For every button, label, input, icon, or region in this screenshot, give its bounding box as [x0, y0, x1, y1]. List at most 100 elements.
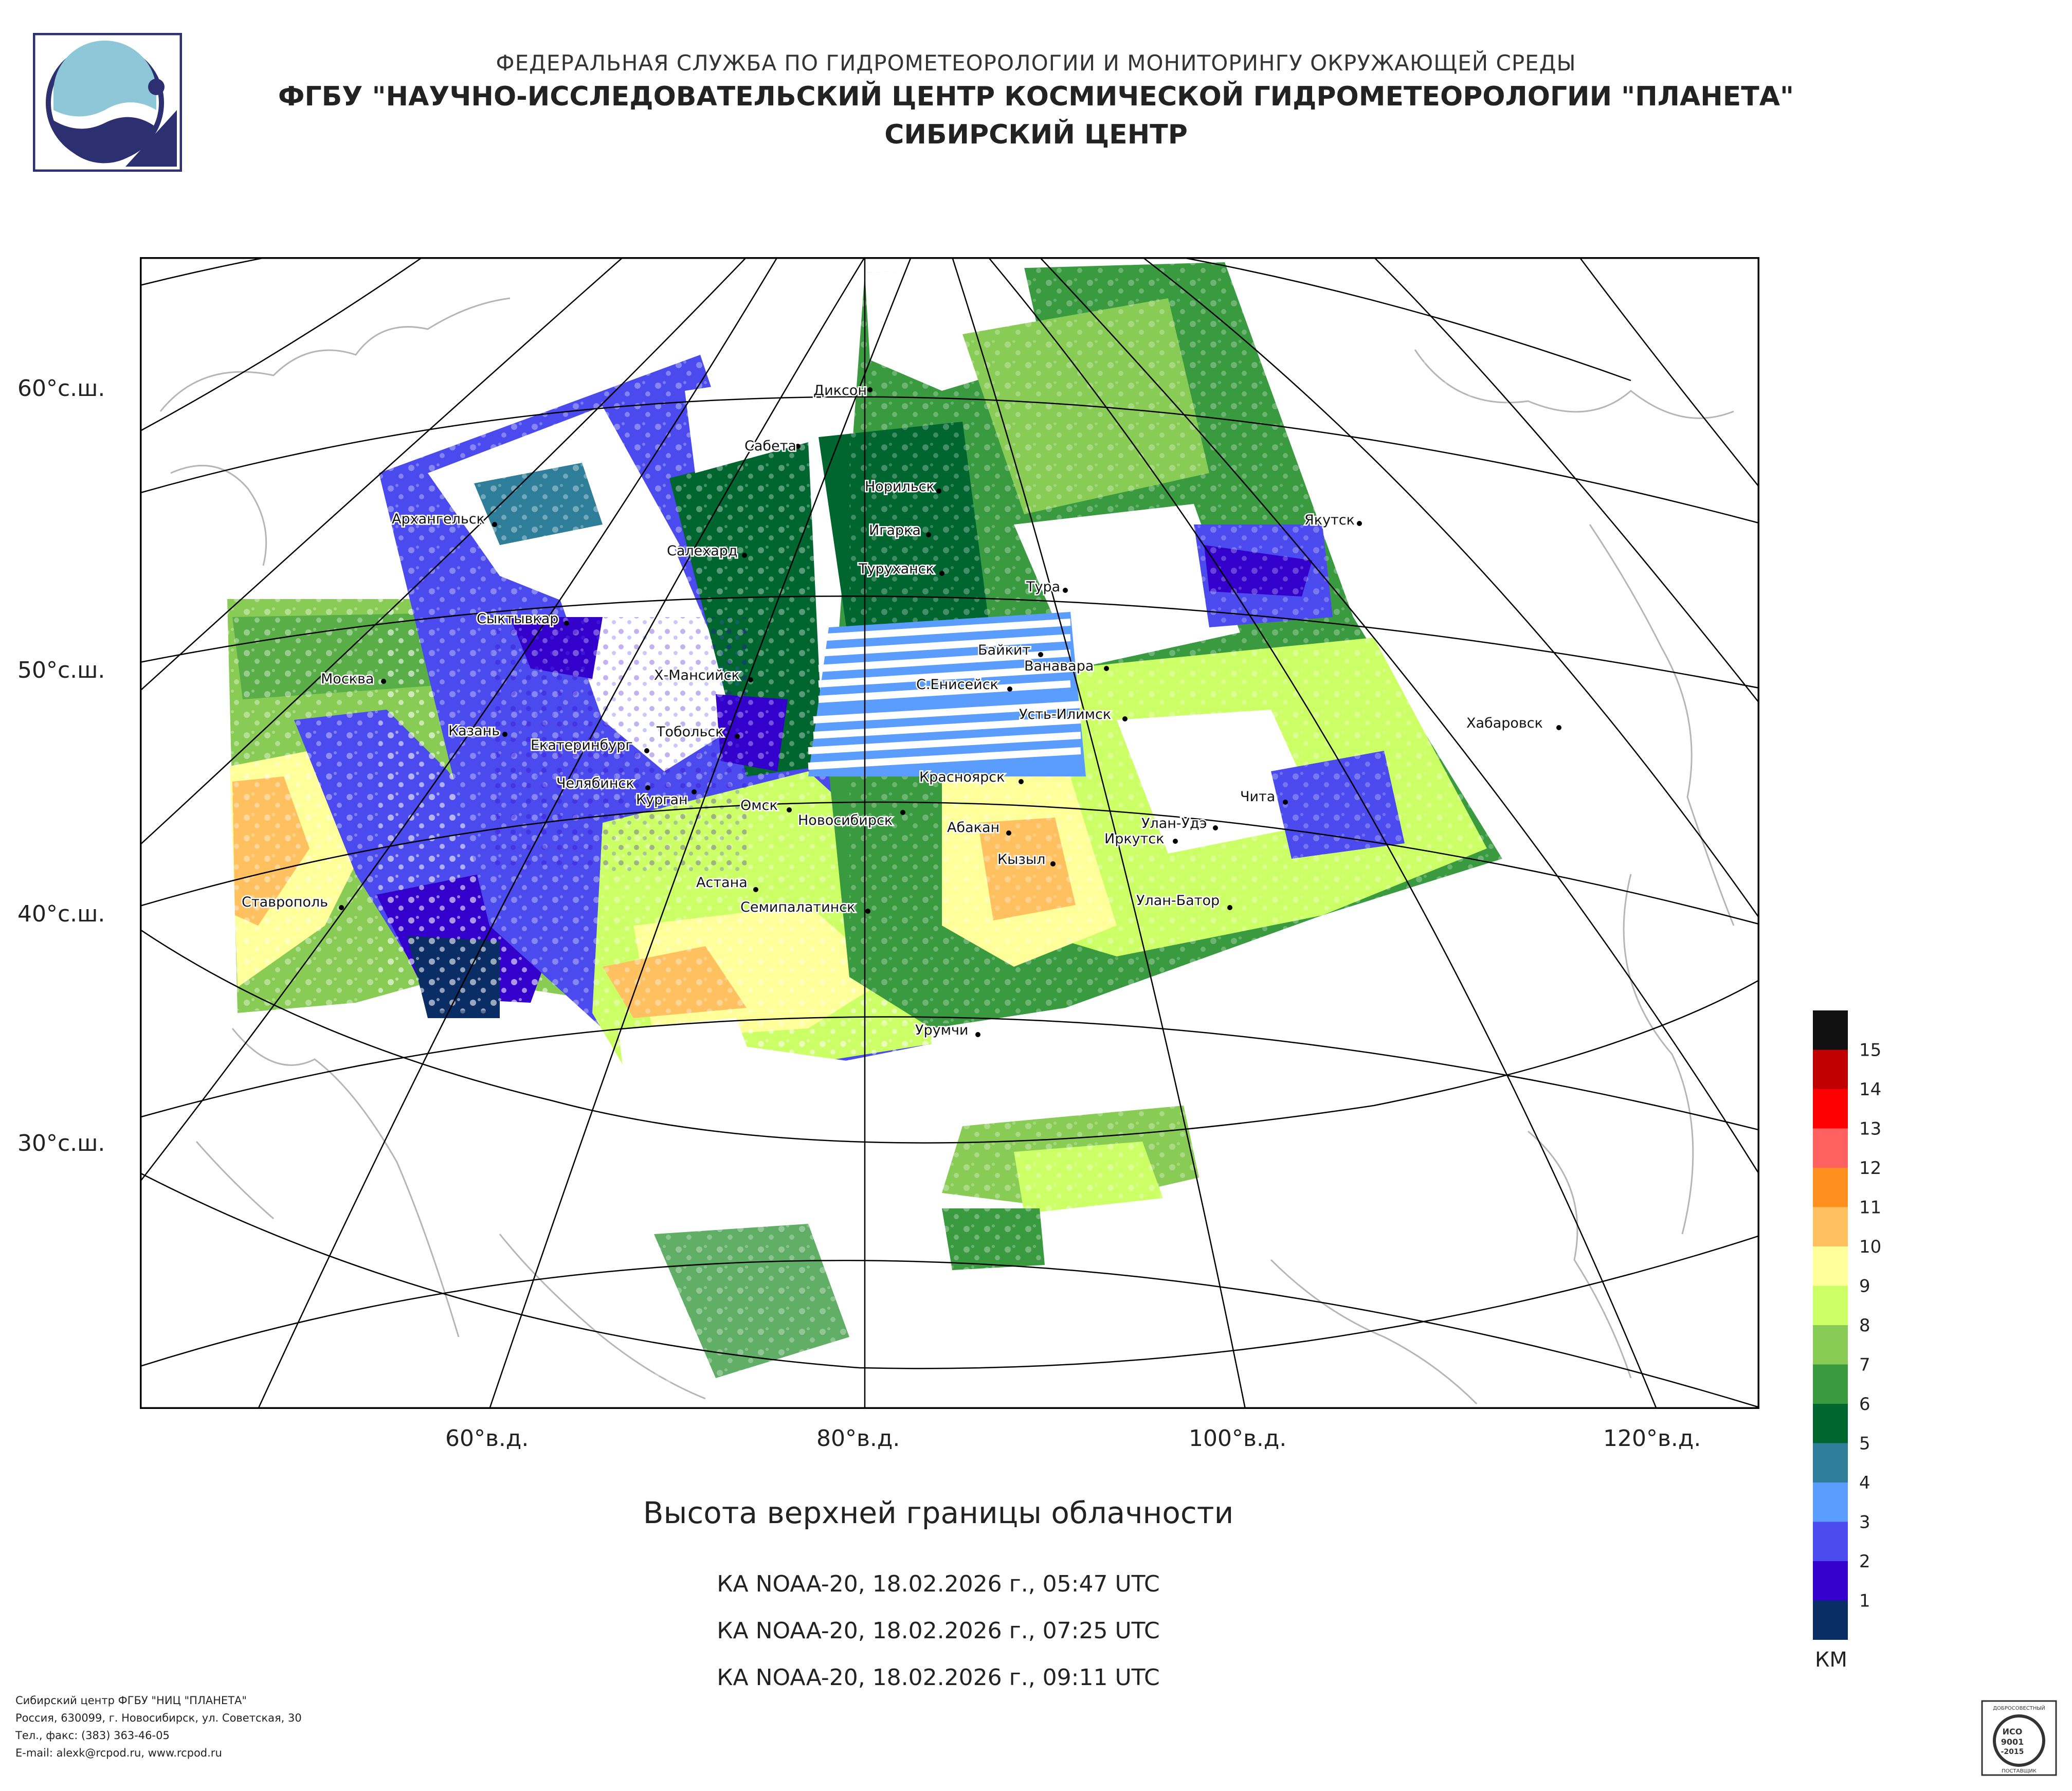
city-chita: Чита [1239, 788, 1288, 806]
svg-text:Новосибирск: Новосибирск [798, 812, 893, 828]
city-arkhangelsk: Архангельск [391, 510, 497, 529]
svg-text:Урумчи: Урумчи [915, 1022, 968, 1038]
svg-text:Омск: Омск [740, 798, 778, 813]
center-title: СИБИРСКИЙ ЦЕНТР [884, 119, 1188, 150]
city-chelyabinsk: Челябинск [555, 774, 650, 793]
legend-label-6: 6 [1859, 1394, 1870, 1415]
lon-label-100: 100°в.д. [1189, 1425, 1287, 1452]
legend-swatch-4 [1813, 1443, 1848, 1482]
legend-label-8: 8 [1859, 1315, 1870, 1336]
legend-swatch-14 [1813, 1050, 1848, 1089]
city-tura: Тура [1025, 578, 1068, 596]
city-yakutsk: Якутск [1303, 511, 1362, 530]
svg-text:Астана: Астана [696, 875, 748, 891]
graticule [140, 257, 1759, 1409]
lat-label-60: 60°с.ш. [17, 375, 105, 402]
svg-text:Тура: Тура [1026, 579, 1060, 595]
svg-text:Х-Мансийск: Х-Мансийск [654, 667, 740, 683]
lat-label-50: 50°с.ш. [17, 657, 105, 683]
legend-swatch-8 [1813, 1286, 1848, 1325]
city-salekhard: Салехард [666, 542, 747, 560]
legend-label-14: 14 [1859, 1079, 1881, 1100]
city-labels: Диксон Сабета Норильск Игарка Туруханск … [241, 382, 1561, 1040]
footer-phone: Тел., факс: (383) 363-46-05 [15, 1729, 170, 1742]
lat-label-40: 40°с.ш. [17, 901, 105, 927]
svg-text:Челябинск: Челябинск [556, 775, 634, 791]
city-semipalatinsk: Семипалатинск [739, 898, 870, 917]
cloud-top-height-map: Диксон Сабета Норильск Игарка Туруханск … [140, 257, 1759, 1409]
svg-text:Семипалатинск: Семипалатинск [740, 899, 855, 915]
svg-text:Сыктывкар: Сыктывкар [477, 611, 558, 627]
map-title: Высота верхней границы облачности [643, 1495, 1234, 1530]
city-stavropol: Ставрополь [241, 893, 344, 912]
lon-label-60: 60°в.д. [445, 1425, 529, 1452]
legend-swatch-9 [1813, 1246, 1848, 1286]
legend-swatch-13 [1813, 1089, 1848, 1129]
svg-text:Тобольск: Тобольск [656, 724, 724, 740]
city-urumqi: Урумчи [914, 1021, 980, 1040]
satellite-pass-3: КА NOAA-20, 18.02.2026 г., 09:11 UTC [717, 1665, 1160, 1691]
svg-text:Хабаровск: Хабаровск [1466, 715, 1543, 731]
svg-text:ПОСТАВЩИК: ПОСТАВЩИК [2002, 1768, 2037, 1774]
svg-text:Екатеринбург: Екатеринбург [531, 737, 633, 753]
planeta-logo [33, 33, 182, 172]
city-novosibirsk: Новосибирск [797, 810, 905, 830]
svg-text:Курган: Курган [636, 792, 688, 808]
city-vanavara: Ванавара [1023, 657, 1109, 676]
svg-text:Игарка: Игарка [869, 522, 921, 538]
svg-text:Сабета: Сабета [744, 438, 796, 454]
footer-email[interactable]: E-mail: alexk@rcpod.ru, www.rcpod.ru [15, 1747, 222, 1759]
svg-text:Архангельск: Архангельск [392, 511, 485, 527]
legend-label-1: 1 [1859, 1591, 1870, 1612]
city-astana: Астана [695, 874, 758, 892]
city-khabarovsk: Хабаровск [1465, 714, 1561, 733]
svg-text:Туруханск: Туруханск [858, 561, 934, 577]
legend-label-4: 4 [1859, 1473, 1870, 1493]
legend-unit: КМ [1815, 1648, 1847, 1672]
city-syktyvkar: Сыктывкар [476, 610, 569, 628]
city-krasnoyarsk: Красноярск [918, 768, 1024, 787]
swath-south [618, 1028, 1199, 1388]
satellite-pass-1: КА NOAA-20, 18.02.2026 г., 05:47 UTC [717, 1571, 1160, 1597]
svg-text:ИСО: ИСО [2003, 1727, 2023, 1736]
legend-label-7: 7 [1859, 1355, 1870, 1376]
legend-swatch-15 [1813, 1010, 1848, 1050]
legend-label-9: 9 [1859, 1276, 1870, 1297]
svg-text:Якутск: Якутск [1304, 512, 1355, 528]
agency-title: ФЕДЕРАЛЬНАЯ СЛУЖБА ПО ГИДРОМЕТЕОРОЛОГИИ … [496, 50, 1576, 76]
svg-text:9001: 9001 [2001, 1737, 2024, 1747]
legend-label-13: 13 [1859, 1119, 1881, 1139]
svg-text:Иркутск: Иркутск [1104, 831, 1165, 847]
legend-label-3: 3 [1859, 1512, 1870, 1533]
svg-text:Абакан: Абакан [947, 820, 999, 836]
svg-text:С.Енисейск: С.Енисейск [916, 677, 998, 693]
city-igarka: Игарка [868, 521, 931, 540]
legend-swatch-1 [1813, 1561, 1848, 1601]
city-omsk: Омск [739, 797, 792, 815]
contact-footer: Сибирский центр ФГБУ "НИЦ "ПЛАНЕТА" Росс… [15, 1692, 302, 1762]
svg-text:Москва: Москва [321, 671, 374, 687]
svg-text:Усть-Илимск: Усть-Илимск [1019, 707, 1111, 722]
city-khanty-mansiysk: Х-Мансийск [653, 666, 753, 685]
svg-text:Ставрополь: Ставрополь [242, 894, 328, 910]
svg-text:Диксон: Диксон [813, 383, 867, 399]
city-abakan: Абакан [946, 819, 1011, 837]
city-baikit: Байкит [977, 641, 1043, 660]
legend-label-10: 10 [1859, 1237, 1881, 1257]
legend-label-15: 15 [1859, 1040, 1881, 1061]
city-tobolsk: Тобольск [655, 723, 740, 741]
city-norilsk: Норильск [864, 478, 941, 496]
footer-address: Россия, 630099, г. Новосибирск, ул. Сове… [15, 1712, 302, 1724]
city-ulan-ude: Улан-Удэ [1140, 815, 1218, 833]
city-kyzyl: Кызыл [996, 851, 1056, 869]
legend-swatch-10 [1813, 1207, 1848, 1246]
scan-gap [808, 612, 1086, 776]
svg-text:Кызыл: Кызыл [997, 852, 1045, 867]
city-kazan: Казань [447, 722, 507, 740]
legend-swatch-12 [1813, 1128, 1848, 1168]
legend-swatch-7 [1813, 1325, 1848, 1365]
legend-label-2: 2 [1859, 1551, 1870, 1572]
svg-text:Чита: Чита [1240, 789, 1275, 805]
height-legend: 15 14 13 12 11 10 9 8 7 6 5 4 3 2 1 [1813, 1010, 1881, 1640]
svg-text:Салехард: Салехард [667, 543, 738, 559]
